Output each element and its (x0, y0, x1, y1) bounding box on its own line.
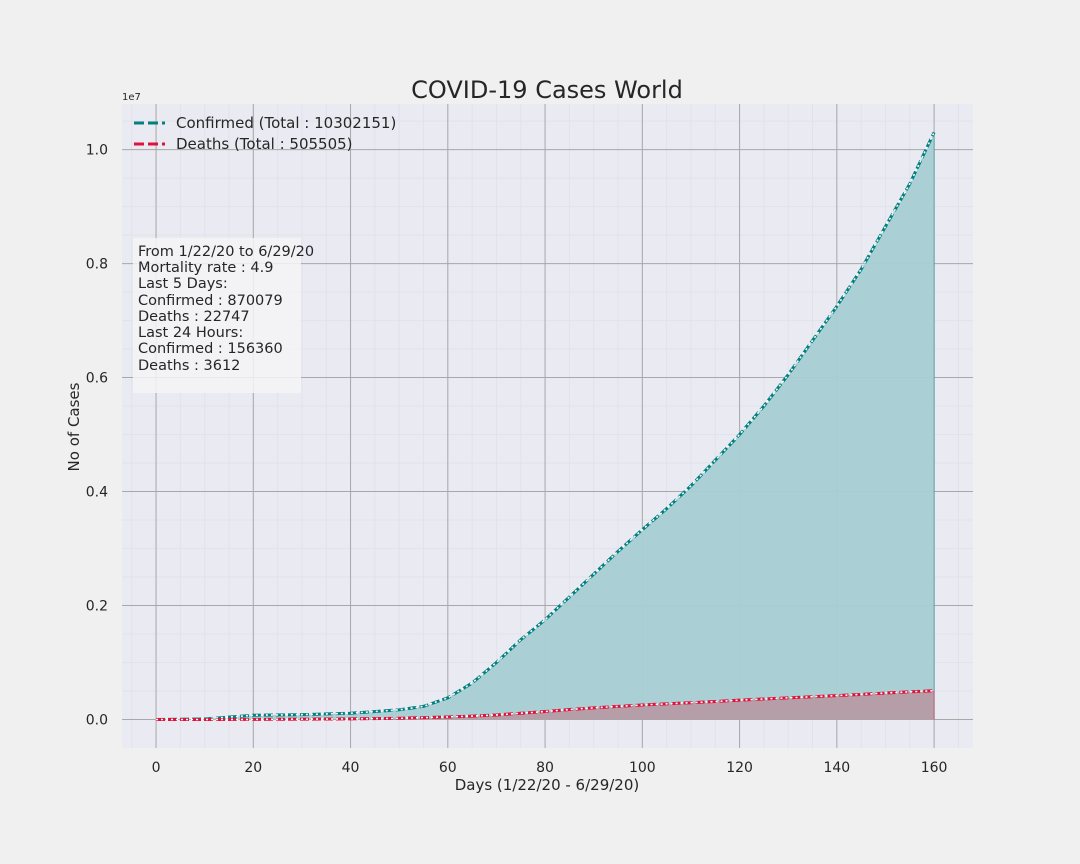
x-tick-label: 80 (536, 760, 554, 776)
info-line-last5-deaths: Deaths : 22747 (138, 309, 250, 325)
line-confirmed (156, 131, 936, 721)
y-tick-label: 0.2 (86, 599, 108, 615)
x-tick-label: 20 (244, 760, 262, 776)
x-axis-label: Days (1/22/20 - 6/29/20) (455, 776, 640, 794)
y-axis-ticks: 0.0 0.2 0.4 0.6 0.8 1.0 (86, 143, 108, 729)
y-axis-label: No of Cases (65, 382, 83, 471)
x-tick-label: 100 (629, 760, 656, 776)
area-deaths (156, 690, 935, 720)
area-confirmed (156, 132, 935, 720)
y-tick-label: 1.0 (86, 143, 108, 159)
info-line-mortality: Mortality rate : 4.9 (138, 260, 273, 276)
info-line-date-range: From 1/22/20 to 6/29/20 (138, 244, 314, 260)
info-line-last5-heading: Last 5 Days: (138, 276, 228, 292)
info-line-last24-confirmed: Confirmed : 156360 (138, 341, 283, 357)
x-tick-label: 60 (439, 760, 457, 776)
info-line-last24-deaths: Deaths : 3612 (138, 358, 240, 374)
x-tick-label: 0 (152, 760, 161, 776)
x-tick-label: 160 (921, 760, 948, 776)
x-axis-ticks: 0 20 40 60 80 100 120 140 160 (152, 760, 948, 776)
series-layer (156, 131, 936, 722)
info-box: From 1/22/20 to 6/29/20 Mortality rate :… (133, 238, 314, 393)
legend: Confirmed (Total : 10302151) Deaths (Tot… (134, 114, 396, 153)
y-tick-label: 0.0 (86, 713, 108, 729)
legend-label-confirmed: Confirmed (Total : 10302151) (176, 114, 396, 132)
info-box-background (133, 238, 301, 393)
legend-label-deaths: Deaths (Total : 505505) (176, 135, 353, 153)
x-tick-label: 120 (726, 760, 753, 776)
x-tick-label: 140 (823, 760, 850, 776)
info-line-last5-confirmed: Confirmed : 870079 (138, 293, 283, 309)
chart-title: COVID-19 Cases World (411, 76, 683, 104)
y-tick-label: 0.4 (86, 485, 108, 501)
y-tick-label: 0.8 (86, 257, 108, 273)
x-tick-label: 40 (342, 760, 360, 776)
y-tick-label: 0.6 (86, 371, 108, 387)
info-line-last24-heading: Last 24 Hours: (138, 325, 243, 341)
y-axis-exponent: 1e7 (122, 92, 141, 103)
dots-deaths (156, 689, 935, 721)
